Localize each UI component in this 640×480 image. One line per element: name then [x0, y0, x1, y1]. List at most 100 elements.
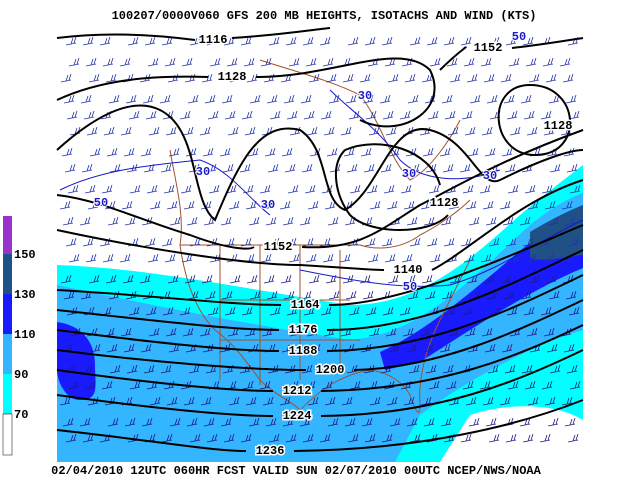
- wind-barb: [408, 364, 420, 374]
- height-label: 1116: [199, 33, 228, 47]
- wind-barb: [139, 274, 151, 284]
- wind-barb: [442, 163, 454, 173]
- wind-barb: [183, 396, 195, 406]
- wind-barb: [346, 163, 358, 173]
- wind-barb: [246, 274, 258, 284]
- wind-barb: [567, 433, 579, 443]
- wind-barb: [122, 274, 134, 284]
- wind-barb: [504, 364, 516, 374]
- wind-barb: [62, 216, 74, 226]
- wind-barb: [221, 94, 233, 104]
- legend: 150 130 110 90 70: [2, 216, 36, 456]
- wind-barb: [367, 253, 379, 263]
- wind-barb: [525, 253, 537, 263]
- wind-barb: [461, 110, 473, 120]
- wind-barb: [463, 57, 475, 67]
- wind-barb: [501, 343, 513, 353]
- wind-barb: [186, 216, 198, 226]
- wind-barb: [364, 237, 376, 247]
- wind-barb: [88, 73, 100, 83]
- height-contours: [56, 27, 584, 452]
- wind-barb: [499, 200, 511, 210]
- wind-barb: [241, 306, 253, 316]
- wind-barb: [345, 94, 357, 104]
- wind-barb: [101, 380, 113, 390]
- wind-barb: [468, 417, 480, 427]
- wind-barb: [360, 147, 372, 157]
- wind-barb: [528, 73, 540, 83]
- wind-barb: [279, 200, 291, 210]
- wind-barb: [179, 306, 191, 316]
- wind-barb: [59, 200, 71, 210]
- wind-barb: [102, 253, 114, 263]
- wind-barb: [289, 327, 301, 337]
- wind-barb: [521, 364, 533, 374]
- legend-swatch: [2, 413, 13, 456]
- wind-barb: [164, 57, 176, 67]
- wind-barb: [443, 36, 455, 46]
- wind-barb: [547, 417, 559, 427]
- wind-barb: [465, 200, 477, 210]
- wind-barb: [125, 94, 137, 104]
- wind-barb: [148, 126, 160, 136]
- wind-barb: [569, 184, 581, 194]
- wind-barb: [145, 110, 157, 120]
- wind-barb: [265, 417, 277, 427]
- legend-swatch: [3, 334, 12, 374]
- height-label: 1224: [283, 409, 312, 423]
- wind-barb: [127, 36, 139, 46]
- wind-barb: [366, 184, 378, 194]
- wind-barb: [425, 364, 437, 374]
- wind-barb: [59, 396, 71, 406]
- wind-barb: [507, 380, 519, 390]
- wind-barb: [306, 327, 318, 337]
- wind-barb: [123, 343, 135, 353]
- wind-barb: [124, 216, 136, 226]
- wind-barb: [387, 274, 399, 284]
- wind-barb: [462, 380, 474, 390]
- wind-barb: [545, 73, 557, 83]
- wind-barb: [464, 126, 476, 136]
- height-label: 1128: [218, 70, 247, 84]
- wind-barb: [160, 163, 172, 173]
- wind-barb: [423, 417, 435, 427]
- wind-barb: [568, 306, 580, 316]
- wind-barb: [540, 306, 552, 316]
- wind-barb: [359, 73, 371, 83]
- wind-barb: [506, 306, 518, 316]
- wind-barb: [207, 306, 219, 316]
- wind-barb: [505, 36, 517, 46]
- wind-barb: [85, 253, 97, 263]
- wind-barb: [426, 237, 438, 247]
- wind-barb: [325, 73, 337, 83]
- wind-barb: [286, 110, 298, 120]
- wind-barb: [219, 147, 231, 157]
- wind-barb: [442, 364, 454, 374]
- wind-barb: [285, 36, 297, 46]
- wind-barb: [386, 200, 398, 210]
- wind-barb: [89, 147, 101, 157]
- wind-barb: [220, 417, 232, 427]
- wind-barb: [201, 274, 213, 284]
- wind-barb: [224, 110, 236, 120]
- wind-barb: [380, 163, 392, 173]
- height-label: 1152: [474, 41, 503, 55]
- wind-barb: [146, 184, 158, 194]
- wind-barb: [144, 36, 156, 46]
- wind-barb: [300, 94, 312, 104]
- north-coast: [259, 59, 461, 181]
- wind-barb: [522, 433, 534, 443]
- wind-barb: [199, 126, 211, 136]
- wind-barb: [383, 184, 395, 194]
- wind-barb: [288, 253, 300, 263]
- wind-barb: [180, 184, 192, 194]
- wind-barb: [480, 57, 492, 67]
- wind-barb: [321, 380, 333, 390]
- wind-barb: [381, 433, 393, 443]
- height-contour: [56, 324, 584, 392]
- wind-barb: [480, 253, 492, 263]
- wind-barb: [343, 147, 355, 157]
- wind-barb: [549, 364, 561, 374]
- wind-barb: [561, 396, 573, 406]
- wind-barb: [403, 396, 415, 406]
